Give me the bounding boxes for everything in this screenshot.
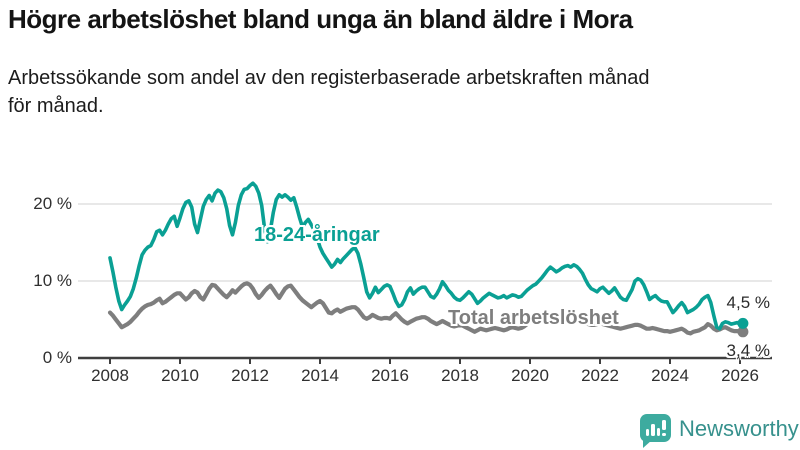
logo-exclamation-dot (662, 432, 666, 436)
newsworthy-wordmark: Newsworthy (679, 416, 799, 441)
x-axis-label-2026: 2026 (721, 366, 759, 385)
x-axis-label-2014: 2014 (301, 366, 339, 385)
logo-bar-3 (656, 428, 660, 436)
y-axis-label-10: 10 % (33, 271, 72, 290)
series-label-youth: 18-24-åringar (254, 224, 380, 246)
end-value-label-youth: 4,5 % (726, 293, 770, 312)
end-value-label-total: 3,4 % (726, 341, 770, 360)
series-line-Total arbetslöshet (107, 281, 746, 336)
x-axis-label-2020: 2020 (511, 366, 549, 385)
end-dot-Total arbetslöshet (737, 326, 749, 338)
logo-bar-1 (645, 429, 649, 436)
series-line-18-24-åringar (108, 181, 745, 331)
logo-exclamation-bar (662, 420, 666, 430)
page-title: Högre arbetslöshet bland unga än bland ä… (8, 4, 633, 34)
logo-bar-2 (651, 424, 655, 436)
x-axis-label-2010: 2010 (161, 366, 199, 385)
subtitle-line-2: för månad. (8, 95, 104, 117)
x-axis-label-2008: 2008 (91, 366, 129, 385)
x-axis-label-2012: 2012 (231, 366, 269, 385)
newsworthy-logo-icon (640, 414, 671, 448)
x-axis-label-2024: 2024 (651, 366, 689, 385)
page-subtitle: Arbetssökande som andel av den registerb… (8, 64, 792, 120)
series-label-total: Total arbetslöshet (448, 307, 619, 329)
newsworthy-logo[interactable]: Newsworthy (640, 413, 800, 448)
y-axis-label-0: 0 % (42, 348, 72, 367)
y-axis-label-20: 20 % (33, 194, 72, 213)
subtitle-line-1: Arbetssökande som andel av den registerb… (8, 67, 650, 89)
x-axis-label-2016: 2016 (371, 366, 409, 385)
x-axis-label-2022: 2022 (581, 366, 619, 385)
x-axis-label-2018: 2018 (441, 366, 479, 385)
end-dot-18-24-åringar (737, 317, 749, 329)
